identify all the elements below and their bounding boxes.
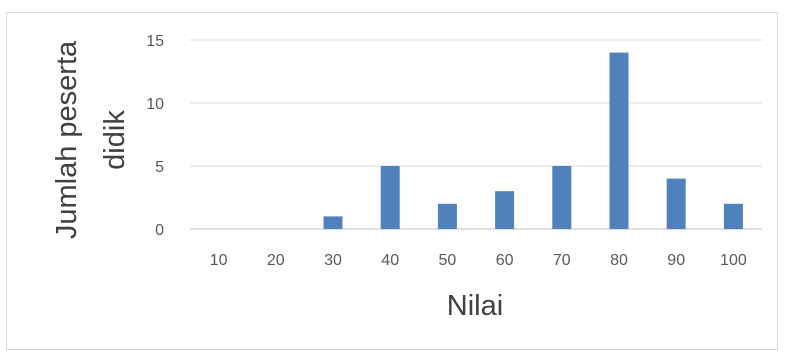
x-tick-label: 30: [324, 252, 342, 269]
x-tick-label: 80: [610, 252, 628, 269]
bars: [323, 52, 743, 229]
bar-90: [666, 178, 686, 229]
bar-100: [723, 203, 743, 229]
x-tick-label: 20: [267, 252, 285, 269]
x-tick-labels: 10 20 30 40 50 60 70 80 90 100: [210, 252, 747, 269]
x-tick-label: 100: [720, 252, 747, 269]
y-tick-label: 5: [155, 159, 164, 176]
y-tick-label: 15: [146, 33, 164, 50]
bar-40: [380, 166, 400, 229]
y-axis-title-line-1: Jumlah peserta: [51, 40, 83, 239]
y-tick-labels: 0 5 10 15: [146, 33, 164, 239]
y-tick-label: 10: [146, 96, 164, 113]
x-tick-label: 40: [381, 252, 399, 269]
bar-50: [437, 203, 457, 229]
bar-70: [552, 166, 572, 229]
x-tick-label: 10: [210, 252, 228, 269]
x-tick-label: 90: [667, 252, 685, 269]
gridlines: [190, 39, 762, 230]
x-tick-label: 50: [439, 252, 457, 269]
y-tick-label: 0: [155, 222, 164, 239]
x-tick-label: 70: [553, 252, 571, 269]
bar-60: [495, 191, 515, 229]
x-axis-title: Nilai: [447, 290, 503, 322]
x-tick-label: 60: [496, 252, 514, 269]
bar-30: [323, 216, 343, 229]
y-axis-title: Jumlah peserta didik: [51, 40, 131, 239]
bar-80: [609, 52, 629, 229]
y-axis-title-line-2: didik: [99, 110, 131, 170]
